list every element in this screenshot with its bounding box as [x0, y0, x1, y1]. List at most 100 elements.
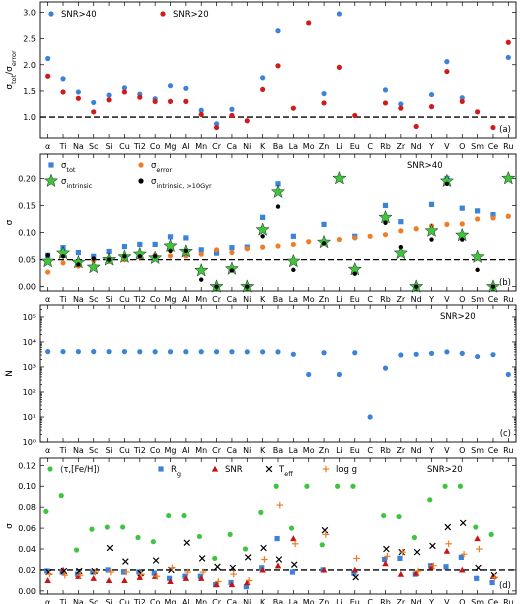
y-tick-label: 10⁵: [23, 313, 36, 322]
data-point: [290, 233, 296, 239]
panel-label: (b): [499, 278, 511, 288]
data-point: [336, 371, 343, 378]
y-tick-label: 10⁴: [23, 338, 36, 347]
x-tick-label: Cu: [119, 446, 130, 455]
data-point: [244, 349, 250, 355]
data-point: [288, 525, 295, 531]
legend-marker: [48, 162, 54, 168]
data-point: [289, 569, 296, 575]
data-point: [244, 554, 252, 561]
data-point: [260, 214, 266, 220]
data-point: [152, 254, 158, 259]
data-point: [183, 539, 191, 547]
data-point: [198, 555, 206, 562]
x-tick-label: Ru: [503, 142, 513, 151]
panel-c: 10⁰ 10¹ 10² 10³ 10⁴ 10⁵ α Ti Na Sc Si Cu Ti2 Co Mg Al Mn…: [5, 304, 517, 455]
data-point: [75, 95, 81, 101]
y-tick-label: 10⁰: [23, 438, 36, 447]
data-point: [444, 59, 450, 65]
series--intrinsic-10gyr: [45, 181, 496, 289]
data-point: [198, 349, 204, 355]
data-point: [473, 524, 479, 530]
data-point: [152, 557, 160, 564]
data-point: [321, 350, 327, 356]
y-tick-label: 0.10: [18, 229, 36, 238]
data-point: [428, 201, 435, 207]
data-point: [45, 349, 51, 355]
x-tick-label: Sm: [471, 142, 484, 151]
y-tick-label: 0.00: [18, 283, 36, 292]
panel-label: (c): [500, 429, 511, 439]
x-tick-label: C: [367, 142, 373, 151]
data-point: [475, 109, 481, 115]
x-tick-label: Nd: [411, 295, 422, 304]
data-point: [470, 249, 485, 263]
data-point: [229, 349, 235, 355]
data-point: [89, 526, 95, 532]
data-point: [138, 570, 145, 578]
data-point: [152, 349, 158, 355]
x-tick-label: Co: [150, 142, 161, 151]
x-tick-label: Y: [428, 446, 434, 455]
data-point: [86, 259, 101, 274]
x-tick-label: Zn: [319, 446, 330, 455]
data-point: [259, 566, 266, 573]
legend-label: log g: [336, 465, 357, 475]
data-point: [214, 563, 221, 571]
x-tick-label: Sc: [89, 446, 98, 455]
data-point: [91, 99, 97, 106]
data-point: [290, 561, 298, 568]
data-point: [75, 349, 81, 355]
data-point: [167, 98, 174, 104]
x-tick-label: La: [289, 142, 298, 151]
data-point: [121, 577, 128, 583]
data-point: [45, 73, 51, 79]
data-point-stroke: [475, 564, 482, 572]
x-tick-label: Ti: [59, 142, 67, 151]
series--intrinsic: [40, 170, 516, 293]
data-point: [213, 250, 220, 256]
data-point-stroke: [260, 544, 267, 552]
data-point: [120, 524, 126, 530]
data-point: [351, 566, 359, 573]
x-tick-label: Ba: [273, 598, 283, 604]
data-point: [413, 351, 419, 357]
x-tick-label: C: [367, 598, 373, 604]
legend-marker: [158, 466, 164, 472]
data-point: [60, 76, 66, 82]
series--tot: [45, 175, 496, 259]
x-tick-label: Mo: [303, 598, 315, 604]
x-tick-label: Mg: [165, 142, 177, 151]
data-point: [489, 579, 495, 586]
x-tick-label: O: [459, 446, 465, 455]
data-point-stroke: [352, 573, 359, 581]
legend-label: σtot: [61, 161, 76, 174]
x-tick-label: Ce: [488, 598, 499, 604]
data-point: [383, 220, 388, 225]
x-tick-label: Ni: [243, 142, 251, 151]
legend-label: σintrinsic: [61, 177, 93, 190]
data-point: [60, 89, 66, 95]
data-point: [459, 221, 465, 227]
x-tick-label: Ba: [273, 142, 283, 151]
y-tick-label: 0.02: [18, 566, 36, 575]
data-point: [106, 97, 112, 103]
data-point: [276, 501, 284, 509]
data-point: [275, 181, 281, 187]
y-tick-label: 10¹: [23, 413, 36, 422]
y-tick-label: 0.04: [18, 545, 36, 554]
data-point: [275, 204, 281, 209]
legend-label: σintrinsic, >10Gyr: [151, 177, 212, 190]
y-tick-label: 0.00: [18, 587, 36, 596]
data-point: [245, 284, 250, 289]
data-point: [351, 570, 357, 576]
data-point: [321, 100, 327, 106]
data-point: [60, 260, 66, 266]
x-tick-label: Nd: [411, 446, 422, 455]
data-point: [135, 534, 141, 541]
x-tick-label: Ti: [59, 295, 67, 304]
x-tick-label: K: [260, 295, 266, 304]
x-tick-label: Al: [182, 295, 190, 304]
data-point: [121, 243, 128, 250]
legend-marker: [138, 162, 144, 168]
